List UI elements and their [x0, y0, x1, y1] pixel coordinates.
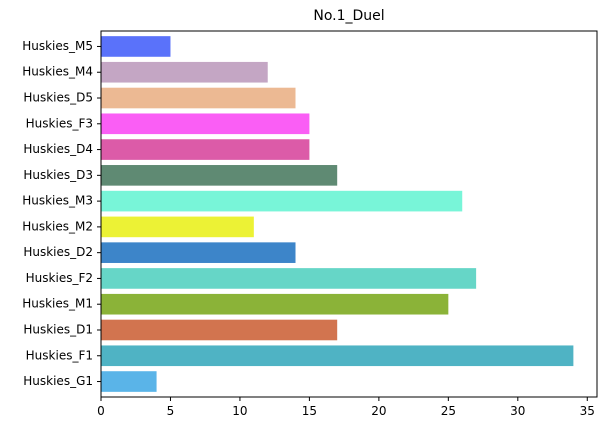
- x-tick-labels: 0 5 10 15 20 25 30 35: [97, 397, 595, 418]
- bar-huskies-d2: [101, 242, 296, 263]
- y-tick-label: Huskies_M5: [22, 39, 93, 53]
- bar-huskies-m1: [101, 293, 449, 315]
- y-tick-label: Huskies_D4: [23, 142, 93, 156]
- y-tick-label: Huskies_G1: [23, 374, 93, 388]
- bar-huskies-m5: [101, 36, 171, 57]
- x-tick-label: 25: [441, 404, 456, 418]
- x-tick-label: 5: [167, 404, 175, 418]
- y-tick-label: Huskies_D2: [23, 245, 93, 259]
- x-tick-label: 20: [371, 404, 386, 418]
- y-tick-labels: Huskies_G1 Huskies_F1 Huskies_D1 Huskies_M1…: [22, 39, 101, 388]
- x-tick-label: 10: [232, 404, 247, 418]
- bar-huskies-f3: [101, 113, 310, 135]
- y-tick-label: Huskies_D3: [23, 168, 93, 182]
- x-tick-label: 30: [510, 404, 525, 418]
- bar-huskies-f1: [101, 345, 574, 367]
- y-tick-label: Huskies_D1: [23, 322, 93, 336]
- y-tick-label: Huskies_F2: [26, 271, 93, 285]
- x-tick-label: 15: [302, 404, 317, 418]
- x-tick-label: 0: [97, 404, 105, 418]
- bar-huskies-d5: [101, 87, 296, 109]
- bar-huskies-f2: [101, 268, 477, 289]
- y-tick-label: Huskies_D5: [23, 91, 93, 105]
- y-tick-label: Huskies_M3: [22, 194, 93, 208]
- chart-title: No.1_Duel: [313, 8, 384, 24]
- y-tick-label: Huskies_M4: [22, 65, 93, 79]
- y-tick-label: Huskies_F1: [26, 348, 93, 362]
- bar-huskies-m4: [101, 61, 268, 83]
- bar-huskies-g1: [101, 371, 157, 392]
- bars-layer: [101, 36, 574, 392]
- bar-huskies-m2: [101, 216, 254, 238]
- bar-huskies-m3: [101, 190, 463, 212]
- y-tick-label: Huskies_M1: [22, 297, 93, 311]
- x-tick-label: 35: [580, 404, 595, 418]
- bar-huskies-d4: [101, 139, 310, 160]
- bar-huskies-d3: [101, 165, 338, 186]
- plot-frame: [100, 30, 598, 398]
- bar-huskies-d1: [101, 319, 338, 341]
- y-tick-label: Huskies_M2: [22, 219, 93, 233]
- y-tick-label: Huskies_F3: [26, 116, 93, 130]
